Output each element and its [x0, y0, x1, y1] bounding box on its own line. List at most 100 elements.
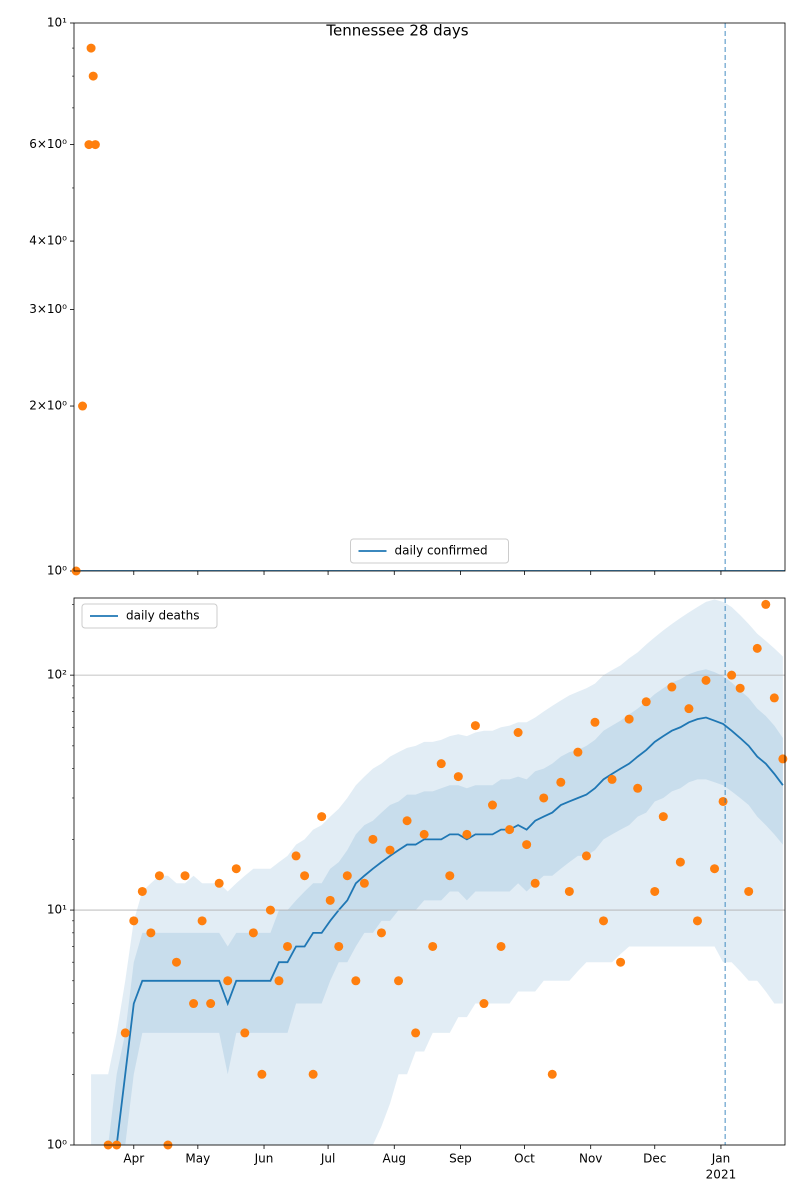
data-point [530, 878, 540, 888]
data-point [675, 857, 685, 867]
x-tick-label: May [185, 1152, 210, 1166]
data-point [137, 886, 147, 896]
data-point [556, 777, 566, 787]
data-point [667, 682, 677, 692]
data-point [368, 834, 378, 844]
data-point [718, 796, 728, 806]
y-tick-label: 10⁰ [47, 1138, 67, 1152]
data-point [129, 916, 139, 926]
confidence-band [91, 599, 783, 1145]
x-tick-label: Apr [123, 1152, 144, 1166]
data-point [710, 864, 720, 874]
data-point [257, 1069, 267, 1079]
data-point [223, 976, 233, 986]
data-point [607, 774, 617, 784]
data-point [496, 941, 506, 951]
data-point [445, 871, 455, 881]
data-point [769, 693, 779, 703]
data-point [692, 916, 702, 926]
y-tick-label: 10⁰ [47, 564, 67, 578]
data-point [359, 878, 369, 888]
x-tick-label: Oct [514, 1152, 535, 1166]
data-point [744, 886, 754, 896]
data-point [513, 727, 523, 737]
axes-frame [73, 22, 786, 572]
legend-box [350, 538, 509, 564]
data-point [308, 1069, 318, 1079]
data-point [265, 905, 275, 915]
data-point [402, 816, 412, 826]
data-point [650, 886, 660, 896]
plot-area [91, 599, 784, 1145]
data-point [411, 1028, 421, 1038]
data-point [325, 895, 335, 905]
data-point [539, 793, 549, 803]
data-point [470, 721, 480, 731]
data-point [419, 829, 429, 839]
data-point [564, 886, 574, 896]
data-point [248, 928, 258, 938]
data-point [487, 800, 497, 810]
data-point [462, 829, 472, 839]
data-point [342, 871, 352, 881]
data-point [84, 140, 94, 150]
data-point [735, 683, 745, 693]
x-tick-label: Sep [449, 1152, 472, 1166]
data-point [90, 140, 100, 150]
x-tick-label: Jul [320, 1152, 335, 1166]
data-point [547, 1069, 557, 1079]
data-point [240, 1028, 250, 1038]
data-point [180, 871, 190, 881]
data-point [436, 759, 446, 769]
data-point [283, 941, 293, 951]
data-point [641, 697, 651, 707]
x-tick-label: Dec [643, 1152, 666, 1166]
x-tick-label: Aug [383, 1152, 406, 1166]
x-tick-label: Jun [254, 1152, 274, 1166]
data-point [231, 864, 241, 874]
data-point [428, 941, 438, 951]
data-point [214, 878, 224, 888]
legend-label: daily deaths [126, 609, 199, 623]
data-point [291, 851, 301, 861]
data-point [624, 714, 634, 724]
data-point [778, 754, 788, 764]
confidence-band [108, 669, 783, 1145]
data-point [274, 976, 284, 986]
legend-label: daily confirmed [395, 544, 488, 558]
data-point [453, 772, 463, 782]
data-point [505, 825, 515, 835]
data-point [334, 941, 344, 951]
data-point [599, 916, 609, 926]
data-point [633, 783, 643, 793]
y-tick-label: 10¹ [47, 16, 67, 30]
data-point [300, 871, 310, 881]
data-line [115, 716, 784, 1145]
legend-box [81, 603, 218, 629]
data-point [146, 928, 156, 938]
chart-title: Tennessee 28 days [325, 22, 468, 40]
y-tick-label: 3×10⁰ [29, 302, 67, 316]
data-point [120, 1028, 130, 1038]
data-point [88, 71, 98, 81]
data-point [206, 999, 216, 1009]
x-tick-label: Jan [711, 1152, 731, 1166]
y-tick-label: 10² [47, 668, 67, 682]
x-tick-label: Nov [579, 1152, 602, 1166]
data-point [189, 999, 199, 1009]
data-point [752, 643, 762, 653]
data-point [590, 717, 600, 727]
data-point [351, 976, 361, 986]
y-tick-label: 4×10⁰ [29, 234, 67, 248]
data-point [376, 928, 386, 938]
data-point [658, 812, 668, 822]
data-point [394, 976, 404, 986]
data-point [479, 999, 489, 1009]
data-point [154, 871, 164, 881]
data-point [727, 670, 737, 680]
data-point [581, 851, 591, 861]
data-point [616, 957, 626, 967]
